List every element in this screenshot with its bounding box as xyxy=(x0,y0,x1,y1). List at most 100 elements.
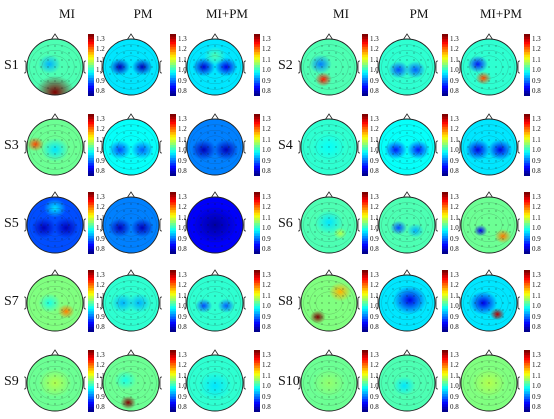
ear-marker xyxy=(357,218,360,232)
colorbar-segment xyxy=(362,272,368,276)
colorbar-tick-label: 0.9 xyxy=(370,76,379,85)
electrode-dot xyxy=(40,59,42,61)
electrode-dot xyxy=(399,295,401,297)
electrode-dot xyxy=(47,160,49,162)
colorbar-segment xyxy=(170,368,176,372)
electrode-dot xyxy=(328,323,330,325)
electrode-dot xyxy=(413,302,415,304)
colorbar-segment xyxy=(442,233,448,237)
electrode-dot xyxy=(474,238,476,240)
electrode-dot xyxy=(495,403,497,405)
ear-marker xyxy=(184,60,187,74)
colorbar-segment xyxy=(170,212,176,216)
colorbar-segment xyxy=(442,251,448,254)
electrode-dot xyxy=(221,224,223,226)
colorbar-segment xyxy=(88,375,94,379)
colorbar-segment xyxy=(170,83,176,87)
colorbar-segment xyxy=(362,246,368,250)
electrode-dot xyxy=(392,80,394,82)
electrode-dot xyxy=(130,203,132,205)
ear-marker xyxy=(159,218,162,232)
electrode-dot xyxy=(474,132,476,134)
colorbar-segment xyxy=(88,365,94,369)
activation-region xyxy=(53,217,79,239)
electrode-dot xyxy=(420,302,422,304)
electrode-dot xyxy=(406,153,408,155)
electrode-dot xyxy=(488,87,490,89)
colorbar-tick-label: 0.8 xyxy=(96,403,105,411)
colorbar-segment xyxy=(88,301,94,305)
electrode-dot xyxy=(413,238,415,240)
colorbar-segment xyxy=(170,409,176,412)
electrode-dot xyxy=(116,238,118,240)
electrode-dot xyxy=(413,59,415,61)
colorbar-segment xyxy=(254,147,260,151)
electrode-dot xyxy=(54,224,56,226)
electrode-dot xyxy=(221,132,223,134)
topomap-s6-0 xyxy=(298,191,360,254)
electrode-dot xyxy=(33,231,35,233)
electrode-dot xyxy=(40,153,42,155)
electrode-dot xyxy=(123,59,125,61)
nose-marker xyxy=(402,269,412,277)
electrode-dot xyxy=(61,210,63,212)
electrode-dot xyxy=(406,146,408,148)
electrode-dot xyxy=(75,73,77,75)
colorbar-segment xyxy=(442,301,448,305)
colorbar-tick-label: 1.3 xyxy=(370,271,379,279)
colorbar-segment xyxy=(88,114,94,118)
colorbar-segment xyxy=(524,62,530,66)
contour-line xyxy=(35,366,75,400)
electrode-dot xyxy=(342,52,344,54)
electrode-dot xyxy=(328,210,330,212)
electrode-dot xyxy=(413,87,415,89)
colorbar-segment xyxy=(362,288,368,292)
contour-line xyxy=(469,208,509,242)
colorbar-tick-label: 1.2 xyxy=(450,361,459,370)
electrode-dot xyxy=(68,210,70,212)
electrode-dot xyxy=(116,389,118,391)
electrode-dot xyxy=(207,375,209,377)
colorbar-tick-label: 1.1 xyxy=(96,135,105,144)
electrode-dot xyxy=(33,309,35,311)
colorbar-tick-label: 0.9 xyxy=(532,76,541,85)
electrode-dot xyxy=(214,167,216,169)
electrode-dot xyxy=(413,217,415,219)
colorbar-tick-label: 0.9 xyxy=(450,76,459,85)
nose-marker xyxy=(402,349,412,357)
electrode-dot xyxy=(335,302,337,304)
electrode-dot xyxy=(335,217,337,219)
electrode-dot xyxy=(130,231,132,233)
colorbar-segment xyxy=(362,119,368,123)
activation-region xyxy=(38,54,61,74)
colorbar-tick-label: 1.2 xyxy=(450,125,459,134)
colorbar-segment xyxy=(524,368,530,372)
colorbar-segment xyxy=(362,75,368,79)
colorbar-tick-label: 1.3 xyxy=(96,35,105,43)
contour-line xyxy=(381,44,433,90)
electrode-dot xyxy=(474,375,476,377)
electrode-dot xyxy=(349,139,351,141)
contour-line xyxy=(201,291,229,315)
colorbar-segment xyxy=(170,365,176,369)
colorbar-segment xyxy=(362,324,368,328)
colorbar-segment xyxy=(254,233,260,237)
colorbar-segment xyxy=(254,251,260,254)
electrode-dot xyxy=(335,231,337,233)
electrode-dot xyxy=(151,382,153,384)
colorbar-segment xyxy=(254,121,260,125)
colorbar-segment xyxy=(88,321,94,325)
colorbar-segment xyxy=(88,204,94,208)
electrode-dot xyxy=(68,59,70,61)
electrode-dot xyxy=(502,368,504,370)
colorbar-tick-label: 1.3 xyxy=(532,351,541,359)
electrode-dot xyxy=(137,403,139,405)
colorbar-segment xyxy=(254,370,260,374)
colorbar xyxy=(442,34,448,96)
colorbar-tick-label: 1.0 xyxy=(450,302,459,311)
electrode-dot xyxy=(54,217,56,219)
colorbar-segment xyxy=(88,381,94,385)
topomap-s4-0 xyxy=(298,113,360,176)
colorbar-segment xyxy=(88,243,94,247)
colorbar-tick-label: 0.9 xyxy=(262,392,271,401)
